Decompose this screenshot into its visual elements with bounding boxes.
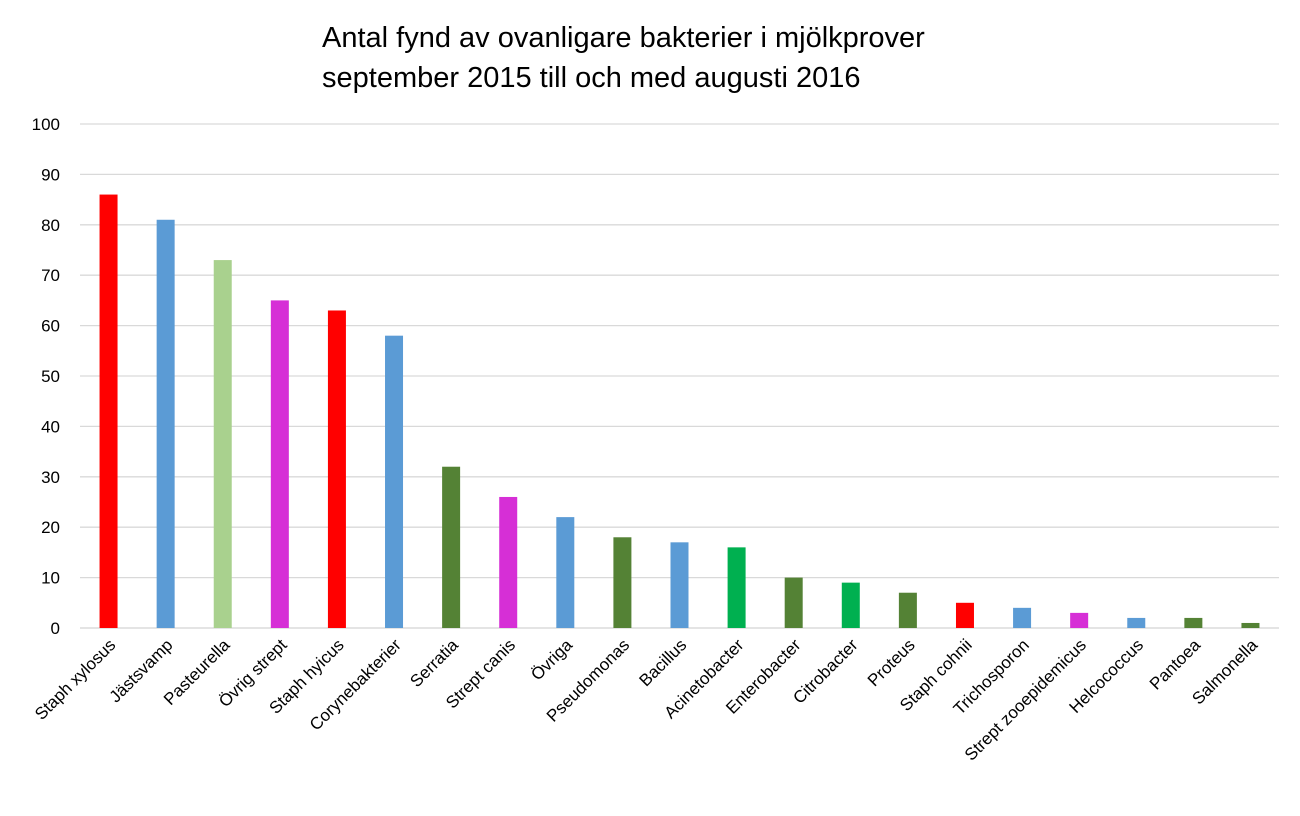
bar	[442, 466, 461, 628]
y-axis-tick-labels: 0 10 20 30 40 50 60 70 80 90 100	[32, 115, 60, 638]
bar	[385, 335, 404, 628]
bar	[270, 300, 289, 628]
y-tick-label: 70	[41, 266, 60, 285]
y-tick-label: 0	[51, 619, 60, 638]
bar	[156, 219, 175, 628]
bar	[1127, 617, 1146, 628]
y-tick-label: 60	[41, 317, 60, 336]
bar	[1013, 607, 1032, 628]
bar	[784, 577, 803, 628]
x-category-label: Proteus	[864, 635, 919, 690]
bar	[955, 602, 974, 628]
x-category-label: Bacillus	[635, 635, 690, 690]
bar	[670, 542, 689, 628]
y-tick-label: 50	[41, 367, 60, 386]
chart-title-line-1: Antal fynd av ovanligare bakterier i mjö…	[322, 22, 925, 54]
bar	[1184, 617, 1203, 628]
y-tick-label: 20	[41, 518, 60, 537]
y-tick-label: 40	[41, 417, 60, 436]
y-tick-label: 10	[41, 569, 60, 588]
bar	[499, 496, 518, 628]
bar	[841, 582, 860, 628]
bar	[213, 260, 232, 628]
x-category-label: Serratia	[406, 635, 462, 691]
bars	[99, 194, 1260, 628]
bar	[898, 592, 917, 628]
chart-title: Antal fynd av ovanligare bakterier i mjö…	[322, 18, 925, 98]
y-tick-label: 80	[41, 216, 60, 235]
x-category-label: Övriga	[527, 635, 576, 684]
y-tick-label: 100	[32, 115, 60, 134]
y-tick-label: 30	[41, 468, 60, 487]
chart-title-line-2: september 2015 till och med augusti 2016	[322, 62, 861, 94]
bar	[99, 194, 118, 628]
x-category-label: Pantoea	[1146, 635, 1205, 694]
bar	[327, 310, 346, 628]
bar	[727, 547, 746, 628]
bar	[1241, 622, 1260, 628]
bar	[1070, 612, 1089, 628]
y-tick-label: 90	[41, 165, 60, 184]
bar	[556, 517, 575, 628]
x-category-label: Staph xylosus	[31, 635, 119, 723]
bar	[613, 537, 632, 628]
